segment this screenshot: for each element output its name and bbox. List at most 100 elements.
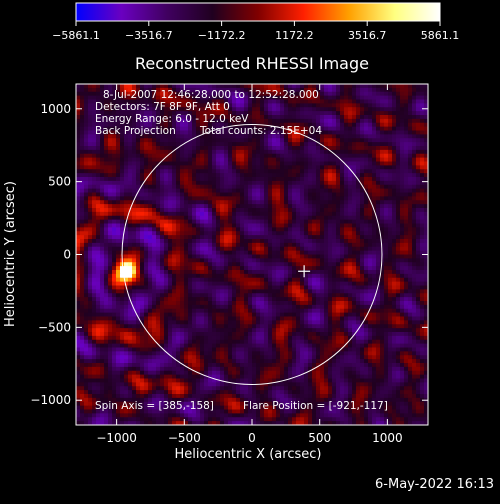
heatmap-cell: [284, 165, 288, 169]
heatmap-cell: [132, 297, 136, 301]
heatmap-cell: [244, 274, 248, 278]
heatmap-cell: [344, 123, 348, 127]
heatmap-cell: [368, 251, 372, 255]
heatmap-cell: [188, 142, 192, 146]
heatmap-cell: [220, 239, 224, 243]
heatmap-cell: [368, 243, 372, 247]
heatmap-cell: [376, 96, 380, 100]
heatmap-cell: [320, 119, 324, 123]
heatmap-cell: [312, 216, 316, 220]
heatmap-cell: [224, 142, 228, 146]
heatmap-cell: [352, 266, 356, 270]
heatmap-cell: [196, 204, 200, 208]
heatmap-cell: [204, 270, 208, 274]
heatmap-cell: [256, 289, 260, 293]
heatmap-cell: [388, 107, 392, 111]
heatmap-cell: [200, 293, 204, 297]
heatmap-cell: [88, 216, 92, 220]
heatmap-cell: [152, 146, 156, 150]
heatmap-cell: [160, 266, 164, 270]
heatmap-cell: [416, 165, 420, 169]
heatmap-cell: [288, 196, 292, 200]
heatmap-cell: [388, 196, 392, 200]
heatmap-cell: [212, 169, 216, 173]
heatmap-cell: [384, 212, 388, 216]
heatmap-cell: [372, 158, 376, 162]
heatmap-cell: [140, 270, 144, 274]
heatmap-cell: [80, 123, 84, 127]
heatmap-cell: [168, 278, 172, 282]
heatmap-cell: [340, 107, 344, 111]
heatmap-cell: [296, 231, 300, 235]
heatmap-cell: [404, 185, 408, 189]
heatmap-cell: [180, 158, 184, 162]
heatmap-cell: [360, 239, 364, 243]
heatmap-cell: [112, 196, 116, 200]
heatmap-cell: [220, 169, 224, 173]
heatmap-cell: [240, 266, 244, 270]
heatmap-cell: [348, 138, 352, 142]
heatmap-cell: [368, 289, 372, 293]
heatmap-cell: [188, 173, 192, 177]
heatmap-cell: [92, 297, 96, 301]
heatmap-cell: [120, 289, 124, 293]
heatmap-cell: [356, 185, 360, 189]
heatmap-cell: [236, 235, 240, 239]
heatmap-cell: [76, 243, 80, 247]
heatmap-cell: [204, 162, 208, 166]
heatmap-cell: [404, 181, 408, 185]
heatmap-cell: [180, 227, 184, 231]
heatmap-cell: [160, 227, 164, 231]
heatmap-cell: [372, 189, 376, 193]
heatmap-cell: [344, 169, 348, 173]
heatmap-cell: [88, 293, 92, 297]
heatmap-cell: [408, 208, 412, 212]
heatmap-cell: [240, 274, 244, 278]
heatmap-cell: [292, 84, 296, 88]
heatmap-cell: [88, 103, 92, 107]
heatmap-cell: [400, 262, 404, 266]
heatmap-cell: [164, 216, 168, 220]
heatmap-cell: [148, 200, 152, 204]
heatmap-cell: [184, 220, 188, 224]
heatmap-cell: [116, 301, 120, 305]
heatmap-cell: [288, 247, 292, 251]
heatmap-cell: [328, 127, 332, 131]
heatmap-cell: [112, 239, 116, 243]
heatmap-cell: [256, 212, 260, 216]
heatmap-cell: [312, 270, 316, 274]
heatmap-cell: [160, 142, 164, 146]
heatmap-cell: [268, 301, 272, 305]
heatmap-cell: [372, 127, 376, 131]
heatmap-cell: [256, 165, 260, 169]
heatmap-cell: [356, 227, 360, 231]
heatmap-cell: [272, 301, 276, 305]
heatmap-cell: [112, 165, 116, 169]
heatmap-cell: [116, 243, 120, 247]
heatmap-cell: [368, 138, 372, 142]
heatmap-cell: [244, 224, 248, 228]
heatmap-cell: [380, 185, 384, 189]
heatmap-cell: [116, 193, 120, 197]
heatmap-cell: [284, 204, 288, 208]
heatmap-cell: [404, 138, 408, 142]
heatmap-cell: [264, 297, 268, 301]
heatmap-cell: [84, 138, 88, 142]
heatmap-cell: [264, 169, 268, 173]
heatmap-cell: [304, 150, 308, 154]
heatmap-cell: [256, 115, 260, 119]
heatmap-cell: [292, 165, 296, 169]
heatmap-cell: [208, 270, 212, 274]
heatmap-cell: [180, 220, 184, 224]
heatmap-cell: [104, 255, 108, 259]
heatmap-cell: [100, 227, 104, 231]
heatmap-cell: [256, 158, 260, 162]
heatmap-cell: [240, 289, 244, 293]
heatmap-cell: [344, 158, 348, 162]
heatmap-cell: [300, 293, 304, 297]
heatmap-cell: [92, 243, 96, 247]
heatmap-cell: [304, 227, 308, 231]
heatmap-cell: [116, 208, 120, 212]
heatmap-cell: [88, 274, 92, 278]
